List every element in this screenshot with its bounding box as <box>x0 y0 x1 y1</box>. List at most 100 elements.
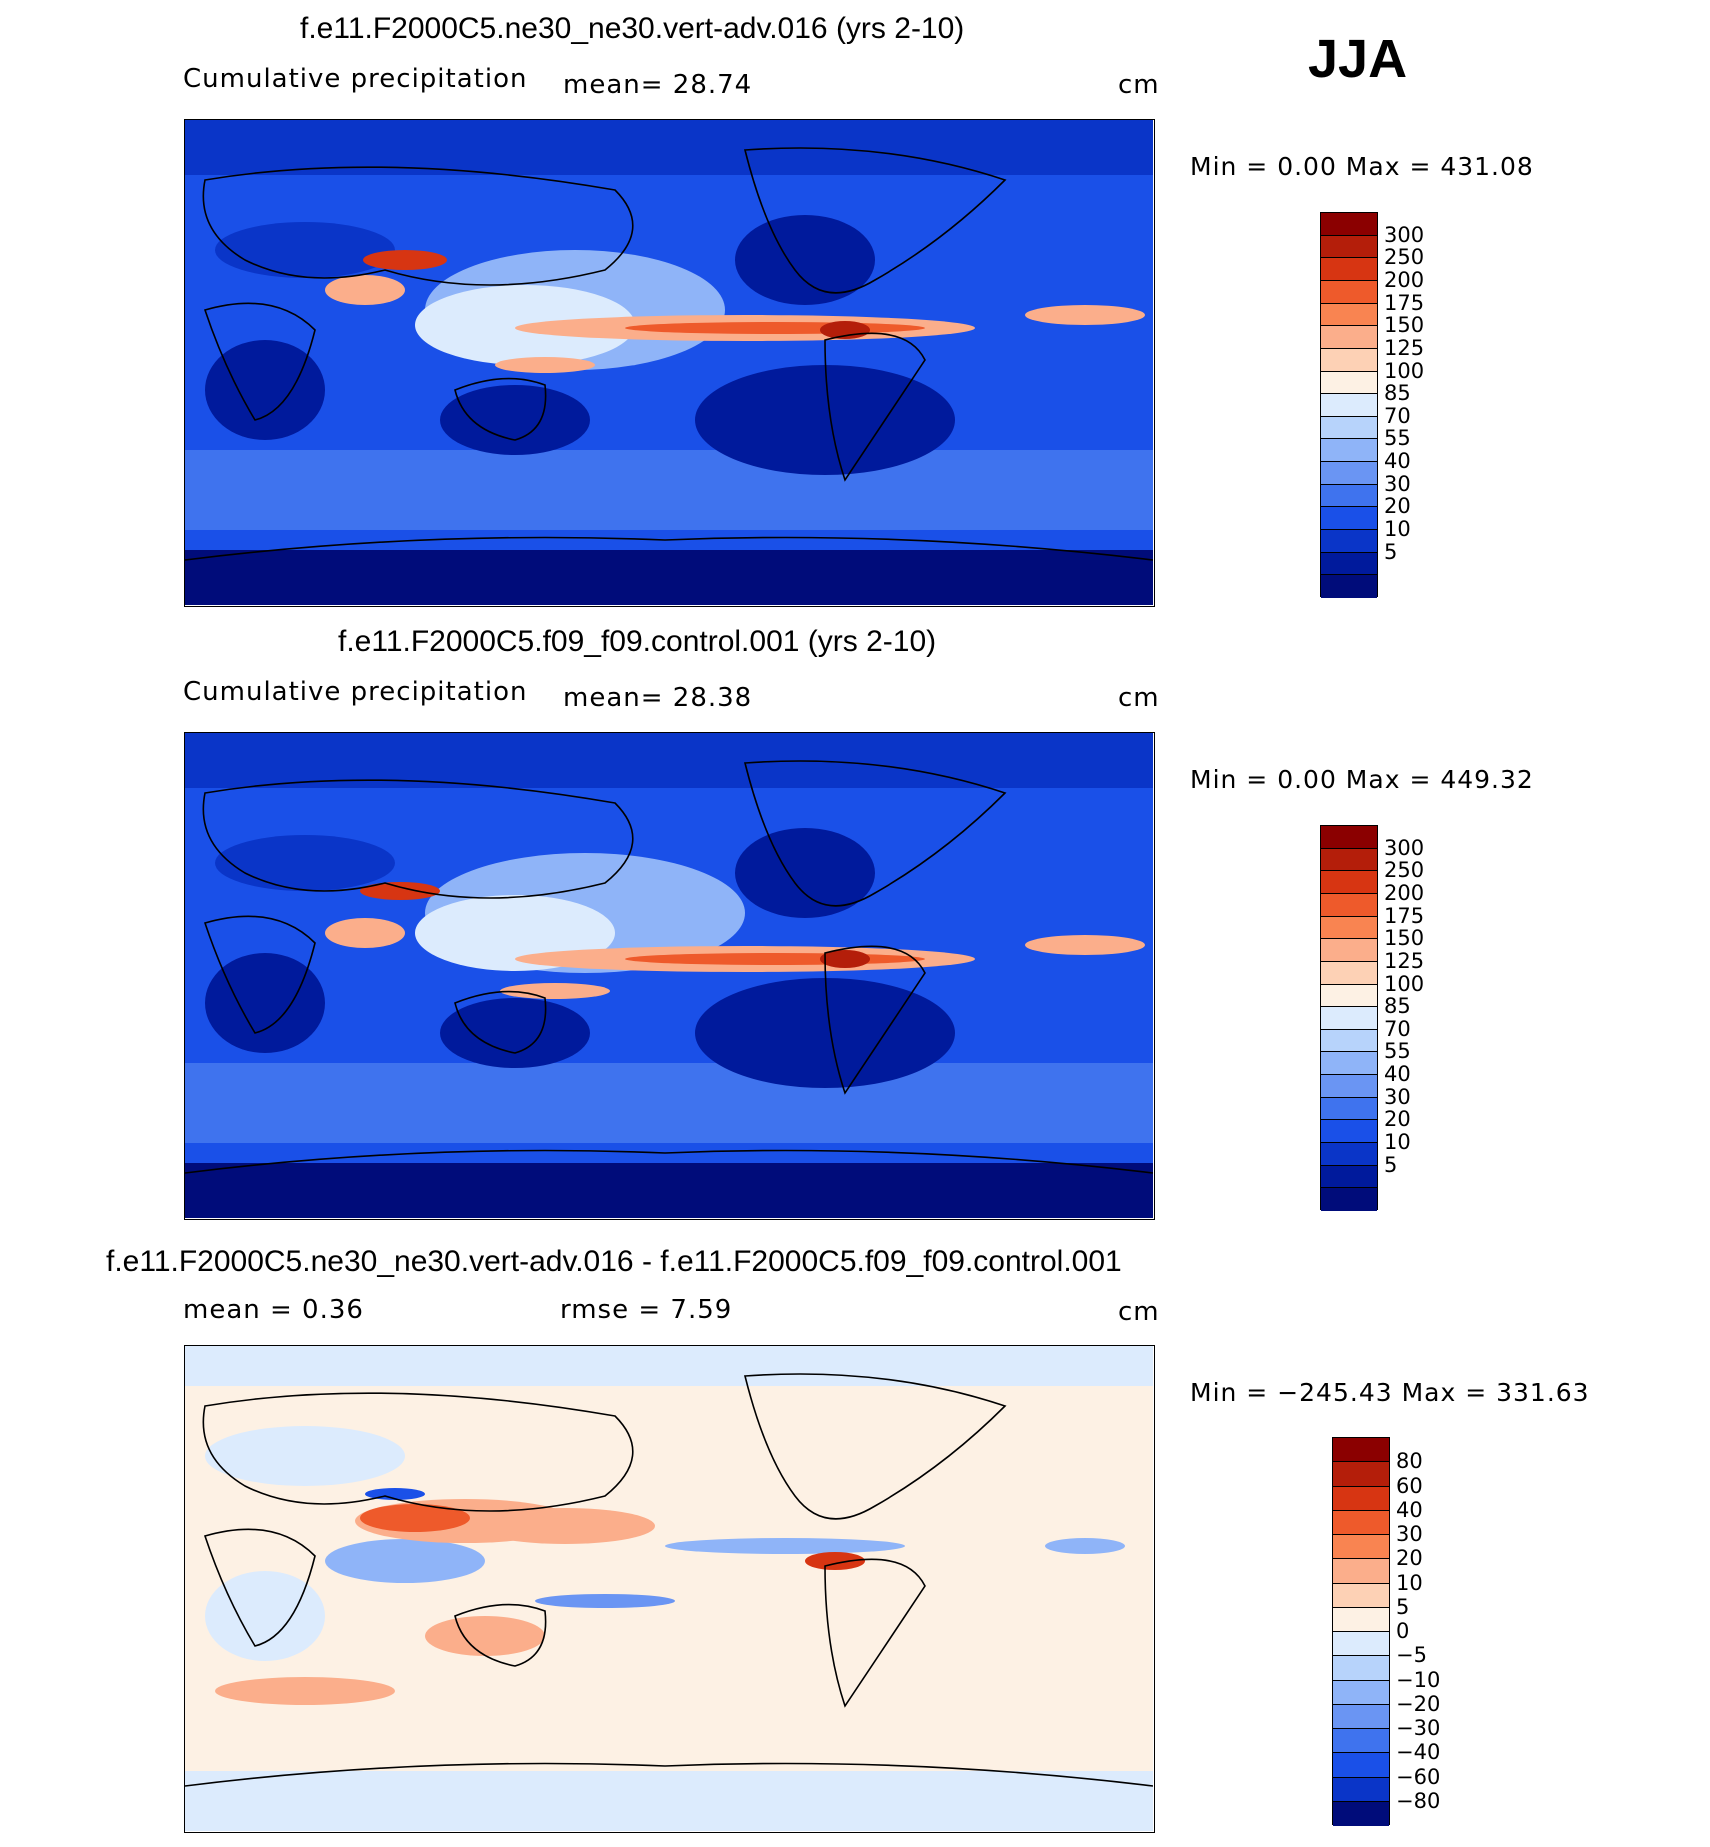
colorbar-tick-label: 175 <box>1384 290 1425 315</box>
panel1-arctic <box>185 120 1153 175</box>
colorbar-segment <box>1321 1188 1377 1211</box>
colorbar-tick-label: −40 <box>1396 1740 1441 1765</box>
colorbar-segment <box>1321 1097 1377 1121</box>
colorbar-segment <box>1333 1583 1389 1608</box>
panel3-mean: mean = 0.36 <box>183 1295 364 1325</box>
panel1-coast-africa <box>203 302 316 421</box>
panel2-africa-dry <box>205 953 325 1053</box>
colorbar-tick-label: 40 <box>1384 1062 1411 1087</box>
colorbar-segment <box>1321 893 1377 917</box>
colorbar-tick-label: 20 <box>1384 494 1411 519</box>
colorbar-tick-label: 10 <box>1384 517 1411 542</box>
panel1-coast-australia <box>454 377 547 441</box>
colorbar-tick-label: −30 <box>1396 1716 1441 1740</box>
colorbar-tick-label: −80 <box>1396 1788 1441 1813</box>
colorbar-tick-label: −10 <box>1396 1667 1441 1692</box>
colorbar-tick-label: 300 <box>1384 835 1425 860</box>
panel2-map-svg <box>185 733 1153 1218</box>
panel2-atlantic-itcz <box>1025 935 1145 955</box>
panel3-arctic <box>185 1346 1153 1386</box>
colorbar-tick-label: 70 <box>1384 1016 1411 1041</box>
panel3-coast-australia <box>454 1603 547 1667</box>
colorbar-tick-label: 20 <box>1384 1107 1411 1132</box>
colorbar-segment <box>1321 848 1377 872</box>
colorbar-tick-label: 30 <box>1384 1084 1411 1109</box>
colorbar-segment <box>1321 439 1377 463</box>
panel2-southern-storm-track <box>185 1063 1153 1143</box>
colorbar-segment <box>1321 394 1377 417</box>
panel1-mean: mean= 28.74 <box>563 70 753 100</box>
colorbar-tick-label: 150 <box>1384 313 1425 338</box>
colorbar-segment <box>1333 1704 1389 1729</box>
colorbar-tick-label: 60 <box>1396 1473 1423 1498</box>
colorbar-tick-label: 55 <box>1384 1039 1411 1064</box>
colorbar-tick-label: 70 <box>1384 403 1411 428</box>
panel1-himalaya <box>363 250 447 270</box>
colorbar-segment <box>1321 1120 1377 1144</box>
panel1-coast-eurasia <box>202 166 634 286</box>
colorbar-segment <box>1333 1753 1389 1778</box>
panel2-spcz <box>500 983 610 999</box>
panel3-coast-north-america <box>743 1373 1007 1520</box>
colorbar-tick-label: 100 <box>1384 358 1425 383</box>
panel3-eurasia-neg <box>205 1426 405 1486</box>
panel3-south-pos <box>215 1677 395 1705</box>
panel2-units: cm <box>1118 683 1160 713</box>
panel1-itcz-core <box>625 322 925 334</box>
colorbar-tick-label: 30 <box>1396 1522 1423 1546</box>
panel3-coast-antarctica <box>185 1762 1153 1787</box>
panel2-himalaya <box>360 882 440 900</box>
colorbar-segment <box>1321 552 1377 576</box>
colorbar-segment <box>1321 1165 1377 1189</box>
panel2-central-america <box>820 950 870 968</box>
colorbar-tick-label: 100 <box>1384 971 1425 996</box>
panel1-coast-south-america <box>824 332 926 482</box>
colorbar-tick-label: −60 <box>1396 1764 1441 1789</box>
colorbar-segment <box>1333 1777 1389 1802</box>
colorbar-segment <box>1321 916 1377 940</box>
colorbar-segment <box>1333 1607 1389 1632</box>
colorbar-tick-label: 5 <box>1384 539 1398 564</box>
colorbar-segment <box>1333 1462 1389 1487</box>
colorbar-segment <box>1321 416 1377 440</box>
panel2-npac-dry <box>735 828 875 918</box>
panel3-spcz-neg <box>535 1594 675 1608</box>
panel1-coast-antarctica <box>185 536 1153 561</box>
colorbar-segment <box>1333 1801 1389 1826</box>
panel2-title: f.e11.F2000C5.f09_f09.control.001 (yrs 2… <box>338 625 937 658</box>
panel2-coast-australia <box>454 990 547 1054</box>
colorbar-segment <box>1321 484 1377 508</box>
panel1-spac-dry <box>695 365 955 475</box>
colorbar-tick-label: 125 <box>1384 948 1425 973</box>
colorbar-tick-label: −5 <box>1396 1643 1427 1668</box>
colorbar-segment <box>1333 1680 1389 1705</box>
panel2-itcz-core <box>625 953 925 965</box>
panel2-antarctica <box>185 1163 1153 1218</box>
panel1-map-svg <box>185 120 1153 605</box>
panel1-africa-dry <box>205 340 325 440</box>
colorbar-segment <box>1321 507 1377 531</box>
colorbar-tick-label: 5 <box>1396 1594 1410 1619</box>
panel3-coast-eurasia <box>202 1392 634 1512</box>
panel1-map-background <box>185 120 1153 605</box>
colorbar-segment <box>1321 235 1377 259</box>
panel1-colorbar-box <box>1320 212 1378 598</box>
colorbar-segment <box>1333 1510 1389 1535</box>
panel2-eurasia-dry <box>215 835 395 891</box>
colorbar-segment <box>1333 1729 1389 1754</box>
panel3-colorbar-box <box>1332 1437 1390 1826</box>
colorbar-segment <box>1321 961 1377 985</box>
colorbar-segment <box>1321 1052 1377 1076</box>
panel3-africa-neg <box>205 1571 325 1661</box>
panel1-minmax: Min = 0.00 Max = 431.08 <box>1190 152 1534 181</box>
colorbar-segment <box>1321 575 1377 598</box>
panel3-wpac-pos <box>475 1508 655 1544</box>
colorbar-tick-label: −20 <box>1396 1691 1441 1716</box>
colorbar-segment <box>1321 258 1377 281</box>
panel2-variable-label: Cumulative precipitation <box>183 677 528 707</box>
panel2-bay-bengal <box>325 918 405 948</box>
colorbar-tick-label: 0 <box>1396 1619 1410 1643</box>
colorbar-tick-label: 200 <box>1384 880 1425 905</box>
panel1-eurasia-dry <box>215 222 395 278</box>
panel3-indian-ocean-neg <box>325 1539 485 1583</box>
